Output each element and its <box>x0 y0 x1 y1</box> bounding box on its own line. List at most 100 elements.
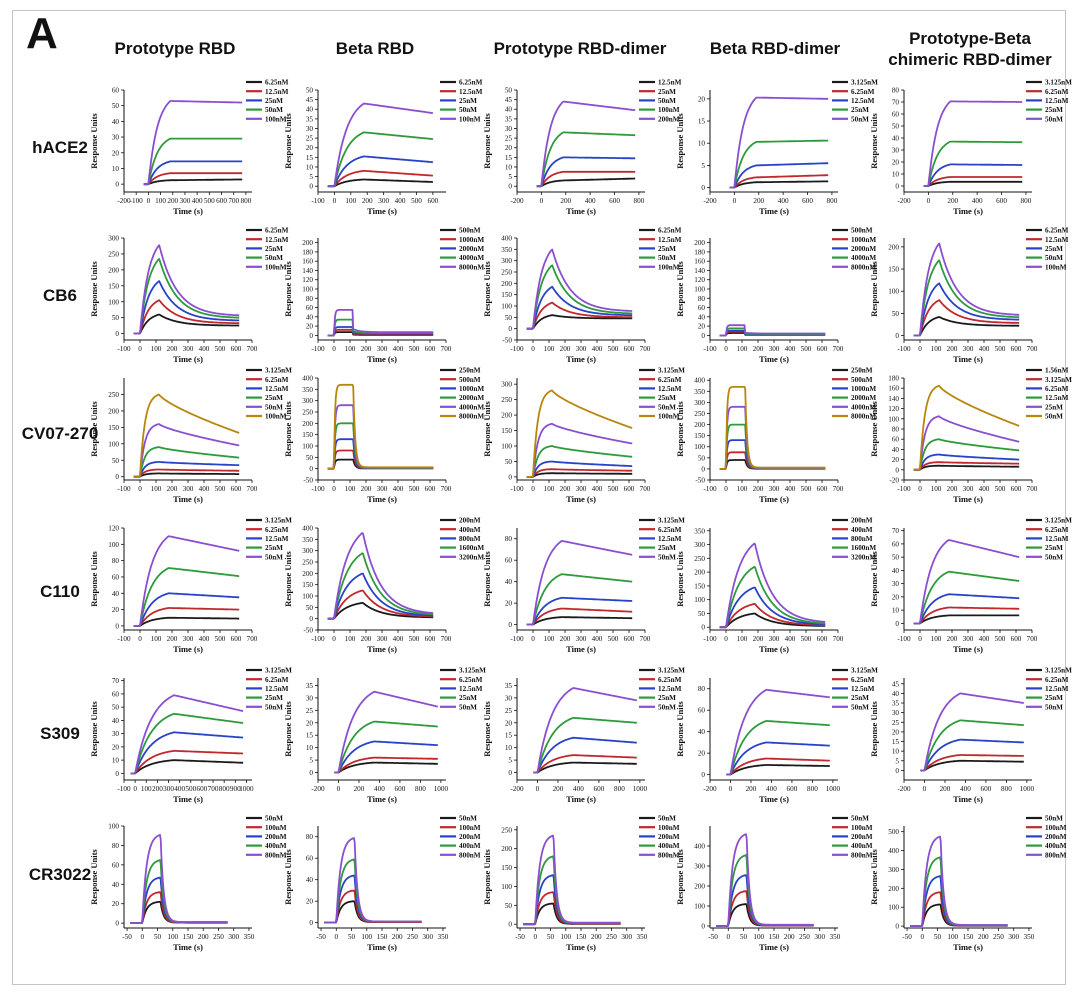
chart-hace2-prototype-beta-chimeric-rbd-dimer: -200 0 200 400 600 800 0 10 20 30 40 50 60 70 80 Time (… <box>869 79 1072 216</box>
legend-label: 1600nM <box>851 544 876 552</box>
x-tick-label: 300 <box>769 485 780 493</box>
x-tick-label: 200 <box>591 933 602 941</box>
series-line-3-125nm <box>913 461 1020 471</box>
chart-hace2-beta-rbd-dimer: -200 0 200 400 600 800 0 5 10 15 20 Time (s) Respons… <box>675 79 878 216</box>
x-tick-label: 600 <box>609 197 620 205</box>
y-tick-label: 25 <box>306 135 314 143</box>
series-line-25nm <box>536 170 636 188</box>
x-tick-label: 400 <box>979 485 990 493</box>
series-line-12-5nm <box>334 740 438 774</box>
y-tick-label: 0 <box>895 466 899 474</box>
x-tick-label: 400 <box>979 635 990 643</box>
x-tick-label: 300 <box>576 345 587 353</box>
legend-label: 25nM <box>265 245 283 253</box>
y-tick-label: 250 <box>694 410 705 418</box>
y-tick-label: 20 <box>698 95 706 103</box>
x-tick-label: -100 <box>311 485 325 493</box>
x-tick-label: 0 <box>531 485 535 493</box>
series-line-50nm <box>913 384 1020 471</box>
x-tick-label: -200 <box>117 197 131 205</box>
x-tick-label: 500 <box>995 345 1006 353</box>
x-tick-label: 300 <box>814 933 825 941</box>
x-tick-label: 400 <box>592 345 603 353</box>
x-tick-label: 700 <box>441 485 452 493</box>
y-axis-label: Response Units <box>482 849 492 905</box>
y-axis-label: Response Units <box>675 113 685 169</box>
chart-s309-prototype-beta-chimeric-rbd-dimer: -200 0 200 400 600 800 1000051015202530354045T… <box>869 667 1072 804</box>
legend-label: 200nM <box>658 833 680 841</box>
legend-label: 200nM <box>1045 833 1067 841</box>
y-tick-label: 60 <box>112 573 120 581</box>
y-tick-label: 0 <box>115 330 119 338</box>
column-title-chimeric-rbd-dimer: Prototype-Beta chimeric RBD-dimer <box>888 29 1052 69</box>
legend-label: 3.125nM <box>459 667 486 675</box>
series-line-50nm <box>726 688 830 776</box>
x-tick-label: 500 <box>801 635 812 643</box>
x-tick-label: 400 <box>785 485 796 493</box>
y-tick-label: 200 <box>501 280 512 288</box>
chart-s309-beta-rbd-dimer: -200 0 200 400 600 800 1000 0 20 40 60 80 Time (s) Re… <box>675 667 878 804</box>
x-tick-label: 250 <box>213 933 224 941</box>
y-tick-label: 40 <box>892 135 900 143</box>
y-tick-label: 200 <box>694 239 705 247</box>
y-tick-label: 20 <box>892 456 900 464</box>
x-tick-label: 150 <box>769 933 780 941</box>
x-tick-label: 300 <box>180 197 191 205</box>
y-tick-label: 250 <box>501 269 512 277</box>
y-tick-label: 0 <box>508 769 512 777</box>
y-tick-label: 100 <box>694 596 705 604</box>
y-axis-label: Response Units <box>89 261 99 317</box>
legend-label: 12.5nM <box>658 685 682 693</box>
x-tick-label: 600 <box>425 345 436 353</box>
x-tick-label: 100 <box>361 933 372 941</box>
legend-label: 6.25nM <box>658 376 682 384</box>
x-axis-label: Time (s) <box>759 942 789 952</box>
x-tick-label: 700 <box>640 635 651 643</box>
series-line-6-25nm <box>526 468 633 478</box>
legend-label: 100nM <box>658 824 680 832</box>
legend-label: 100nM <box>265 824 287 832</box>
y-tick-label: 350 <box>302 536 313 544</box>
x-tick-label: 0 <box>138 635 142 643</box>
legend-label: 50nM <box>658 254 676 262</box>
x-tick-label: -50 <box>316 933 326 941</box>
y-tick-label: 120 <box>694 276 705 284</box>
x-tick-label: 0 <box>138 485 142 493</box>
x-tick-label: 150 <box>377 933 388 941</box>
series-line-50nm <box>526 264 633 330</box>
legend-label: 50nM <box>265 106 283 114</box>
x-tick-label: 100 <box>544 345 555 353</box>
legend-label: 50nM <box>459 106 477 114</box>
x-axis-label: Time (s) <box>953 942 983 952</box>
x-axis-label: Time (s) <box>566 206 596 216</box>
x-tick-label: 700 <box>833 485 844 493</box>
y-tick-label: 25 <box>505 135 513 143</box>
x-tick-label: 800 <box>415 785 426 793</box>
x-tick-label: 200 <box>167 635 178 643</box>
series-line-50nm <box>729 96 829 189</box>
x-tick-label: -100 <box>703 345 717 353</box>
x-tick-label: 400 <box>585 197 596 205</box>
x-tick-label: 400 <box>573 785 584 793</box>
x-tick-label: -50 <box>708 933 718 941</box>
y-tick-label: 40 <box>112 881 120 889</box>
legend-label: 50nM <box>1045 703 1063 711</box>
y-tick-label: 0 <box>115 770 119 778</box>
y-tick-label: 150 <box>302 431 313 439</box>
y-tick-label: 0 <box>701 184 705 192</box>
x-tick-label: 500 <box>204 197 215 205</box>
legend-label: 12.5nM <box>1045 535 1069 543</box>
series-line-400nm <box>719 603 826 629</box>
x-tick-label: 200 <box>392 933 403 941</box>
x-tick-label: 200 <box>746 785 757 793</box>
x-tick-label: 0 <box>133 785 137 793</box>
series-line-8000nm <box>719 324 826 337</box>
x-tick-label: 200 <box>361 635 372 643</box>
y-tick-label: 20 <box>505 600 513 608</box>
y-tick-label: 10 <box>892 748 900 756</box>
legend-label: 400nM <box>658 842 680 850</box>
x-tick-label: -100 <box>703 635 717 643</box>
x-tick-label: 150 <box>963 933 974 941</box>
x-tick-label: 700 <box>441 635 452 643</box>
